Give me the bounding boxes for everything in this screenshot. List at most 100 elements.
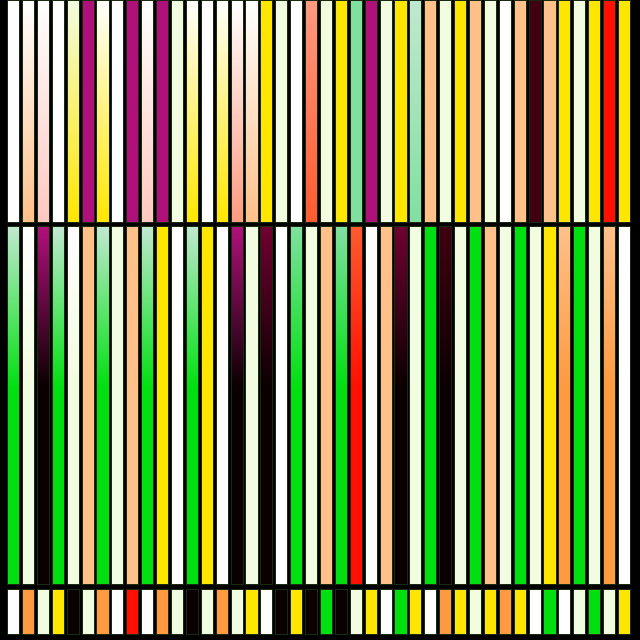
middle-stripe-42: [617, 226, 632, 585]
bottom-stripe-9: [126, 589, 140, 635]
top-stripe-20: [290, 0, 304, 223]
top-stripe-40: [588, 0, 602, 223]
top-stripe-16: [230, 0, 244, 223]
middle-stripe-1: [7, 226, 21, 585]
top-stripe-31: [454, 0, 468, 223]
bottom-stripe-28: [409, 589, 423, 635]
top-stripe-42: [617, 0, 632, 223]
middle-stripe-2: [21, 226, 36, 585]
top-stripe-17: [245, 0, 259, 223]
middle-stripe-5: [66, 226, 80, 585]
middle-stripe-18: [260, 226, 274, 585]
middle-stripe-34: [498, 226, 512, 585]
top-stripe-4: [51, 0, 65, 223]
middle-stripe-33: [483, 226, 497, 585]
middle-stripe-4: [51, 226, 65, 585]
middle-stripe-29: [424, 226, 438, 585]
middle-stripe-9: [126, 226, 140, 585]
top-stripe-21: [305, 0, 319, 223]
middle-stripe-19: [275, 226, 289, 585]
bottom-stripe-23: [334, 589, 348, 635]
bottom-stripe-6: [81, 589, 95, 635]
middle-stripe-16: [230, 226, 244, 585]
top-stripe-15: [215, 0, 229, 223]
middle-stripe-38: [558, 226, 572, 585]
bottom-stripe-7: [96, 589, 110, 635]
middle-stripe-39: [573, 226, 587, 585]
top-stripe-35: [513, 0, 527, 223]
top-stripe-28: [409, 0, 423, 223]
middle-stripe-41: [603, 226, 617, 585]
bottom-stripe-42: [617, 589, 632, 635]
top-stripe-9: [126, 0, 140, 223]
bottom-stripe-20: [290, 589, 304, 635]
top-stripe-38: [558, 0, 572, 223]
top-stripe-36: [528, 0, 542, 223]
top-stripe-5: [66, 0, 80, 223]
bottom-stripe-19: [275, 589, 289, 635]
bottom-stripe-12: [170, 589, 185, 635]
bottom-stripe-4: [51, 589, 65, 635]
top-stripe-1: [7, 0, 21, 223]
bottom-stripe-8: [111, 589, 125, 635]
top-stripe-2: [21, 0, 36, 223]
bottom-stripe-10: [141, 589, 155, 635]
middle-stripe-22: [319, 226, 334, 585]
top-stripe-11: [156, 0, 170, 223]
bottom-stripe-3: [36, 589, 50, 635]
bottom-stripe-17: [245, 589, 259, 635]
middle-stripe-7: [96, 226, 110, 585]
top-stripe-33: [483, 0, 497, 223]
top-stripe-7: [96, 0, 110, 223]
middle-stripe-13: [185, 226, 199, 585]
bottom-stripe-38: [558, 589, 572, 635]
bottom-stripe-18: [260, 589, 274, 635]
bottom-stripe-40: [588, 589, 602, 635]
middle-stripe-24: [349, 226, 363, 585]
top-stripe-27: [394, 0, 408, 223]
top-stripe-3: [36, 0, 50, 223]
top-stripe-37: [543, 0, 557, 223]
middle-stripe-6: [81, 226, 95, 585]
bottom-stripe-1: [7, 589, 21, 635]
middle-stripe-32: [468, 226, 483, 585]
top-stripe-8: [111, 0, 125, 223]
top-stripe-22: [319, 0, 334, 223]
bottom-stripe-14: [200, 589, 214, 635]
middle-stripe-20: [290, 226, 304, 585]
middle-stripe-17: [245, 226, 259, 585]
middle-stripe-10: [141, 226, 155, 585]
middle-stripe-31: [454, 226, 468, 585]
top-stripe-41: [603, 0, 617, 223]
middle-stripe-8: [111, 226, 125, 585]
top-stripe-6: [81, 0, 95, 223]
bottom-stripe-33: [483, 589, 497, 635]
top-stripe-10: [141, 0, 155, 223]
top-stripe-23: [334, 0, 348, 223]
bottom-stripe-39: [573, 589, 587, 635]
top-stripe-32: [468, 0, 483, 223]
top-stripe-18: [260, 0, 274, 223]
top-stripe-34: [498, 0, 512, 223]
bottom-stripe-35: [513, 589, 527, 635]
bottom-stripe-29: [424, 589, 438, 635]
bottom-stripe-34: [498, 589, 512, 635]
middle-stripe-25: [364, 226, 378, 585]
bottom-stripe-32: [468, 589, 483, 635]
bottom-stripe-22: [319, 589, 334, 635]
bottom-stripe-15: [215, 589, 229, 635]
bottom-stripe-37: [543, 589, 557, 635]
bottom-stripe-27: [394, 589, 408, 635]
middle-stripe-3: [36, 226, 50, 585]
top-stripe-13: [185, 0, 199, 223]
middle-stripe-40: [588, 226, 602, 585]
bottom-stripe-24: [349, 589, 363, 635]
bottom-stripe-30: [439, 589, 453, 635]
top-stripe-12: [170, 0, 185, 223]
middle-stripe-37: [543, 226, 557, 585]
bottom-stripe-5: [66, 589, 80, 635]
top-stripe-26: [379, 0, 393, 223]
middle-stripe-30: [439, 226, 453, 585]
middle-stripe-36: [528, 226, 542, 585]
